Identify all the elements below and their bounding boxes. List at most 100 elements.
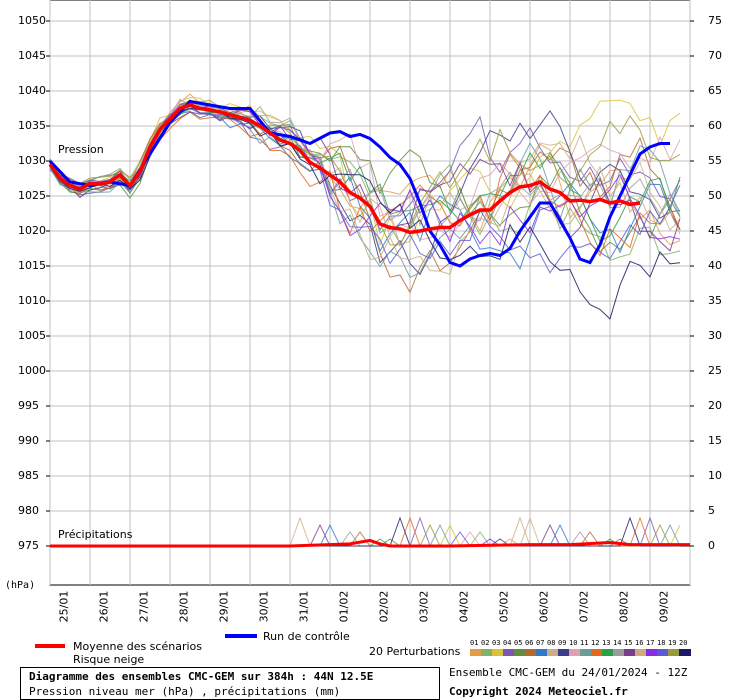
y-left-tick-label: 1050 xyxy=(18,14,46,27)
perturbation-id: 08 xyxy=(547,639,556,647)
y-right-tick-label: 45 xyxy=(708,224,722,237)
perturbation-id: 13 xyxy=(602,639,611,647)
y-right-tick-label: 60 xyxy=(708,119,722,132)
y-left-tick-label: 1045 xyxy=(18,49,46,62)
perturbation-id: 15 xyxy=(624,639,633,647)
y-right-tick-label: 65 xyxy=(708,84,722,97)
perturbation-id: 10 xyxy=(569,639,578,647)
perturbation-swatch xyxy=(492,649,504,656)
perturbation-id: 03 xyxy=(492,639,501,647)
perturbation-swatch xyxy=(602,649,614,656)
y-right-tick-label: 15 xyxy=(708,434,722,447)
y-right-tick-label: 35 xyxy=(708,294,722,307)
y-unit-label: (hPa) xyxy=(5,580,36,591)
y-left-tick-label: 1030 xyxy=(18,154,46,167)
perturbation-id: 05 xyxy=(514,639,523,647)
perturbation-line xyxy=(49,96,681,247)
perturbation-swatch xyxy=(503,649,515,656)
x-tick-label: 09/02 xyxy=(657,590,671,623)
perturbation-swatch xyxy=(514,649,526,656)
y-right-tick-label: 50 xyxy=(708,189,722,202)
copyright: Copyright 2024 Meteociel.fr xyxy=(449,685,628,698)
perturbation-swatch xyxy=(558,649,570,656)
perturbation-swatch xyxy=(613,649,625,656)
title-box: Diagramme des ensembles CMC-GEM sur 384h… xyxy=(20,667,440,700)
perturbation-swatch xyxy=(624,649,636,656)
x-tick-label: 05/02 xyxy=(497,590,511,623)
y-left-tick-label: 1015 xyxy=(18,259,46,272)
y-left-tick-label: 990 xyxy=(18,434,39,447)
perturbation-id: 16 xyxy=(635,639,644,647)
perturbation-id: 14 xyxy=(613,639,622,647)
perturbation-swatch xyxy=(470,649,482,656)
perturbation-swatch xyxy=(525,649,537,656)
y-left-tick-label: 1005 xyxy=(18,329,46,342)
perturbation-swatch xyxy=(580,649,592,656)
y-right-tick-label: 10 xyxy=(708,469,722,482)
x-tick-label: 04/02 xyxy=(457,590,471,623)
y-right-tick-label: 40 xyxy=(708,259,722,272)
y-right-tick-label: 25 xyxy=(708,364,722,377)
ensemble-info: Ensemble CMC-GEM du 24/01/2024 - 12Z xyxy=(449,666,688,679)
y-right-tick-label: 55 xyxy=(708,154,722,167)
y-right-tick-label: 0 xyxy=(708,539,715,552)
title-line-2: Pression niveau mer (hPa) , précipitatio… xyxy=(29,685,341,698)
perturbation-id: 18 xyxy=(657,639,666,647)
legend-mean-label: Moyenne des scénarios xyxy=(73,640,202,653)
control-run-line xyxy=(48,99,670,268)
y-left-tick-label: 1035 xyxy=(18,119,46,132)
perturbation-id: 01 xyxy=(470,639,479,647)
x-tick-label: 25/01 xyxy=(57,590,71,623)
y-left-tick-label: 980 xyxy=(18,504,39,517)
x-tick-label: 07/02 xyxy=(577,590,591,623)
perturbation-id: 17 xyxy=(646,639,655,647)
ticks xyxy=(46,20,694,547)
title-line-1: Diagramme des ensembles CMC-GEM sur 384h… xyxy=(29,670,374,683)
y-right-tick-label: 20 xyxy=(708,399,722,412)
x-tick-label: 01/02 xyxy=(337,590,351,623)
y-left-tick-label: 995 xyxy=(18,399,39,412)
perturbation-swatch xyxy=(547,649,559,656)
perturbation-swatch xyxy=(646,649,658,656)
perturbation-id: 02 xyxy=(481,639,490,647)
perturbation-id: 04 xyxy=(503,639,512,647)
perturbation-swatch xyxy=(668,649,680,656)
perturbation-id: 11 xyxy=(580,639,589,647)
perturbation-swatch xyxy=(591,649,603,656)
x-tick-label: 08/02 xyxy=(617,590,631,623)
y-left-tick-label: 1040 xyxy=(18,84,46,97)
x-tick-label: 02/02 xyxy=(377,590,391,623)
perturbations-label: 20 Perturbations xyxy=(369,645,461,658)
y-right-tick-label: 70 xyxy=(708,49,722,62)
y-right-tick-label: 75 xyxy=(708,14,722,27)
pressure-panel-label: Pression xyxy=(58,143,104,156)
x-tick-label: 31/01 xyxy=(297,590,311,623)
x-tick-label: 03/02 xyxy=(417,590,431,623)
perturbation-id: 12 xyxy=(591,639,600,647)
perturbation-id: 07 xyxy=(536,639,545,647)
perturbation-id: 19 xyxy=(668,639,677,647)
x-tick-label: 26/01 xyxy=(97,590,111,623)
precip-panel-label: Précipitations xyxy=(58,528,133,541)
y-left-tick-label: 1000 xyxy=(18,364,46,377)
perturbation-id: 20 xyxy=(679,639,688,647)
y-left-tick-label: 985 xyxy=(18,469,39,482)
mean-precip-line xyxy=(50,538,690,548)
y-right-tick-label: 5 xyxy=(708,504,715,517)
perturbation-swatch xyxy=(481,649,493,656)
x-tick-label: 27/01 xyxy=(137,590,151,623)
perturbation-swatch xyxy=(569,649,581,656)
perturbation-swatch xyxy=(657,649,669,656)
perturbation-line xyxy=(49,99,681,294)
x-tick-label: 28/01 xyxy=(177,590,191,623)
legend-snow-label: Risque neige xyxy=(73,653,145,666)
x-tick-label: 30/01 xyxy=(257,590,271,623)
perturbation-swatch xyxy=(679,649,691,656)
main-lines xyxy=(48,99,690,548)
x-tick-label: 06/02 xyxy=(537,590,551,623)
y-left-tick-label: 1025 xyxy=(18,189,46,202)
mean-line xyxy=(48,103,641,235)
perturbation-id: 09 xyxy=(558,639,567,647)
y-left-tick-label: 1020 xyxy=(18,224,46,237)
